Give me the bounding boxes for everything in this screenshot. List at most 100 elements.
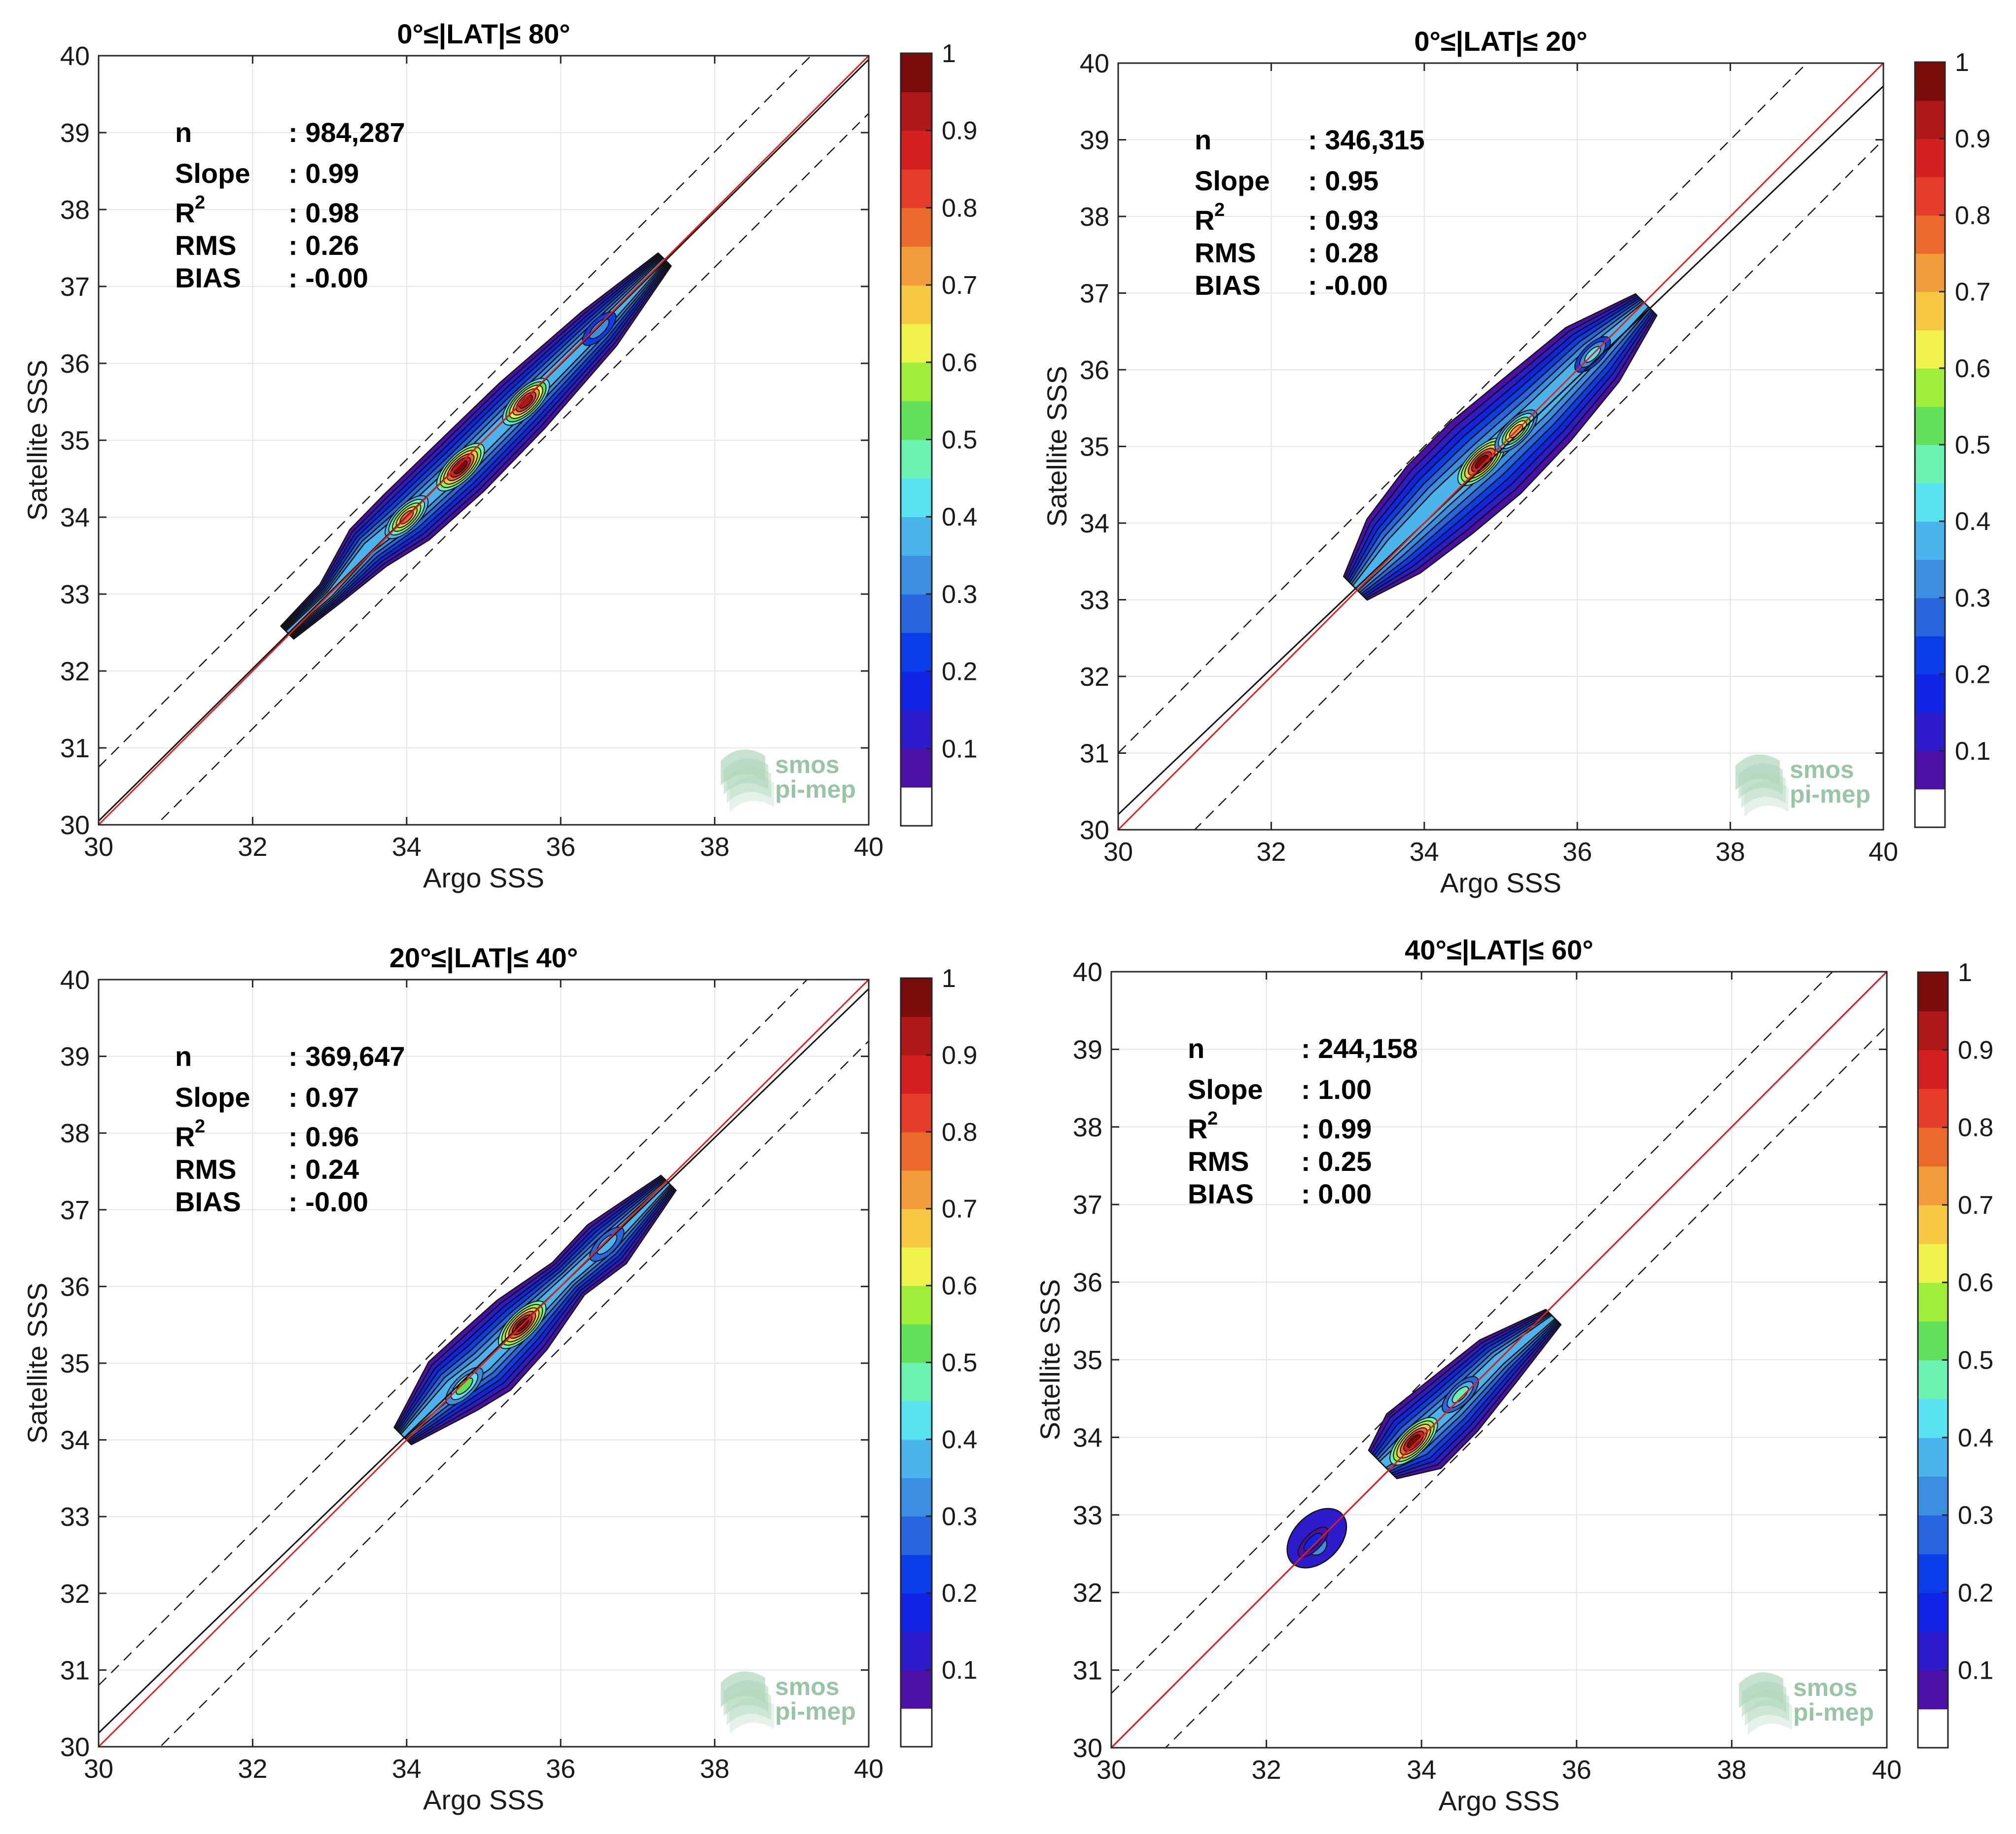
colorbar-bin [901, 169, 932, 209]
x-tick-label: 30 [1096, 1755, 1126, 1785]
y-axis-label: Satellite SSS [22, 1283, 53, 1444]
watermark-wave-icon [730, 1698, 774, 1734]
x-tick-label: 38 [1717, 1755, 1746, 1785]
y-tick-label: 39 [60, 1042, 90, 1072]
colorbar-bin [1915, 139, 1945, 177]
y-tick-label: 31 [1080, 739, 1109, 769]
colorbar-tick-label: 0.4 [942, 1425, 977, 1454]
panel-4: 30 32 34 36 38 40 30 31 32 33 34 35 36 37 38 39 40 40°≤|L… [1034, 934, 1993, 1816]
colorbar-bin [1915, 521, 1945, 560]
colorbar-bin [901, 1554, 932, 1593]
stat-label: n [175, 1041, 192, 1072]
colorbar-tick-label: 0.4 [1958, 1424, 1993, 1452]
stat-label: n [1188, 1033, 1204, 1064]
colorbar-tick-label: 0.5 [1958, 1346, 1993, 1375]
colorbar-tick-label: 0.2 [1955, 661, 1990, 689]
y-tick-label: 40 [60, 41, 90, 71]
x-tick-label: 38 [1716, 837, 1745, 867]
colorbar-bin [1915, 750, 1945, 790]
x-tick-label: 34 [392, 1754, 422, 1784]
stat-label: n [1195, 124, 1211, 155]
x-tick-label: 34 [1410, 837, 1439, 867]
y-tick-label: 40 [1073, 957, 1102, 987]
stat-label: RMS [175, 1154, 236, 1185]
y-axis-label: Satellite SSS [1034, 1279, 1065, 1441]
y-axis-label: Satellite SSS [1041, 366, 1072, 527]
colorbar-bin [1915, 789, 1945, 828]
colorbar-bin [1915, 712, 1945, 751]
x-tick-label: 36 [1562, 837, 1592, 867]
colorbar-bin [901, 1093, 932, 1132]
ticks: 30 32 34 36 38 40 30 31 32 33 34 35 36 37 38 39 40 [1080, 49, 1898, 867]
colorbar-bin [1915, 483, 1945, 522]
colorbar-bin [1918, 1282, 1948, 1322]
upper-bound-line [99, 980, 808, 1686]
stat-label-r2-superscript: 2 [1207, 1108, 1218, 1129]
x-tick-label: 40 [854, 1754, 884, 1784]
y-tick-label: 38 [60, 195, 90, 225]
colorbar-bin [901, 92, 932, 131]
colorbar-bin [1918, 1437, 1948, 1477]
watermark-text-smos: smos [1793, 1674, 1858, 1701]
colorbar-bin [1918, 1127, 1948, 1167]
ticks: 30 32 34 36 38 40 30 31 32 33 34 35 36 37 38 39 40 [60, 41, 884, 862]
colorbar-bin [901, 1016, 932, 1056]
panel-2: 30 32 34 36 38 40 30 31 32 33 34 35 36 37 38 39 40 0°≤|LA… [1041, 26, 1990, 898]
ticks: 30 32 34 36 38 40 30 31 32 33 34 35 36 37 38 39 40 [1073, 957, 1902, 1785]
colorbar-tick-label: 0.6 [1955, 354, 1990, 383]
colorbar-bin [901, 246, 932, 285]
colorbar-bin [901, 1478, 932, 1517]
y-tick-label: 39 [1080, 126, 1109, 155]
x-axis-label: Argo SSS [423, 1784, 544, 1815]
lower-bound-line [159, 1040, 869, 1747]
colorbar-tick-label: 0.6 [942, 349, 977, 377]
colorbar-bin [1918, 972, 1948, 1012]
lower-bound-line [155, 113, 869, 825]
y-tick-label: 31 [60, 734, 90, 763]
grid [98, 55, 869, 825]
stat-value: : 369,647 [288, 1041, 405, 1072]
stat-value: : 0.28 [1308, 237, 1379, 268]
colorbar-bin [1918, 1204, 1948, 1244]
density-peak-2 [519, 394, 533, 409]
stat-label-r2: R [175, 1121, 195, 1152]
statistics-box: n: 369,647 Slope: 0.97 R 2: 0.96 RMS: 0.24 BI… [175, 1041, 405, 1217]
colorbar-tick-label: 0.9 [1958, 1036, 1993, 1064]
colorbar-tick-label: 1 [942, 39, 956, 68]
colorbar-tick-label: 0.7 [1958, 1191, 1993, 1220]
colorbar-tick-label: 0.2 [1958, 1579, 1993, 1607]
y-tick-label: 36 [1080, 355, 1109, 385]
colorbar-tick-label: 0.9 [1955, 125, 1990, 153]
colorbar-tick-label: 0.8 [1955, 201, 1990, 230]
stat-label-r2: R [175, 197, 195, 228]
statistics-box: n: 244,158 Slope: 1.00 R 2: 0.99 RMS: 0.25 BI… [1188, 1033, 1418, 1209]
stat-label: Slope [175, 1082, 250, 1113]
colorbar-bin [1915, 330, 1945, 369]
colorbar-bin [1918, 1592, 1948, 1632]
colorbar-bin [901, 671, 932, 710]
colorbar-bin [901, 1170, 932, 1209]
lower-bound-line [1194, 139, 1883, 830]
y-tick-label: 35 [1073, 1345, 1102, 1375]
colorbar-bin [1915, 636, 1945, 675]
stat-label: RMS [175, 230, 236, 261]
x-axis-label: Argo SSS [1440, 867, 1561, 898]
y-tick-label: 34 [60, 503, 90, 532]
colorbar-tick-label: 0.7 [1955, 278, 1990, 307]
colorbar: 0.1 0.2 0.3 0.4 0.5 0.6 0.7 0.8 0.9 1 [1917, 958, 1993, 1749]
watermark-wave-icon [730, 776, 774, 812]
watermark-wave-icon [1748, 1699, 1792, 1735]
watermark-wave-icon [724, 1680, 768, 1716]
colorbar-bin [1918, 1515, 1948, 1554]
stat-value: : 346,315 [1308, 124, 1425, 155]
x-tick-label: 30 [1103, 837, 1133, 867]
colorbar-tick-label: 0.1 [942, 735, 977, 763]
density-peak-2 [1451, 1386, 1469, 1404]
colorbar-bin [901, 1247, 932, 1286]
lower-bound-line [1165, 1025, 1887, 1748]
stat-label: n [175, 117, 192, 148]
colorbar-tick-label: 0.8 [1958, 1114, 1993, 1142]
colorbar-bin [1918, 1631, 1948, 1671]
